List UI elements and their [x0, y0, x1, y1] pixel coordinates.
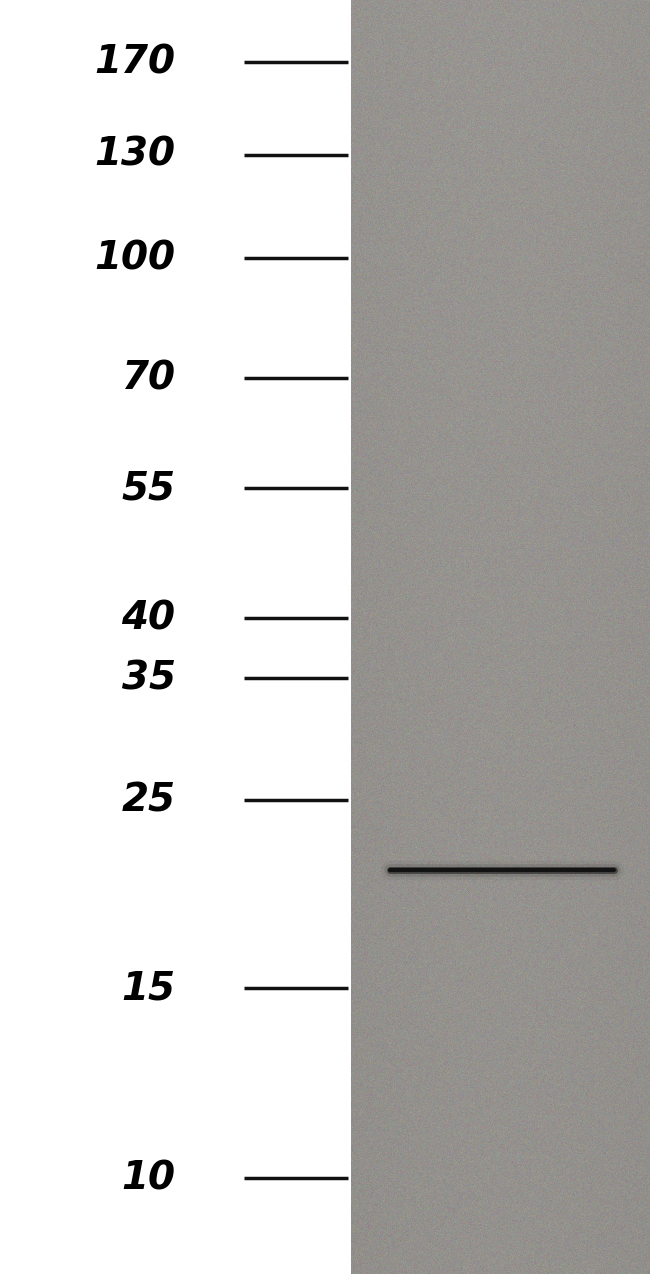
Text: 130: 130 [94, 136, 176, 175]
Text: 170: 170 [94, 43, 176, 82]
Text: 10: 10 [122, 1159, 176, 1198]
Text: 40: 40 [122, 599, 176, 637]
Text: 55: 55 [122, 469, 176, 507]
Text: 100: 100 [94, 240, 176, 276]
Text: 15: 15 [122, 970, 176, 1006]
Text: 35: 35 [122, 659, 176, 697]
Text: 25: 25 [122, 781, 176, 819]
Text: 70: 70 [122, 359, 176, 397]
